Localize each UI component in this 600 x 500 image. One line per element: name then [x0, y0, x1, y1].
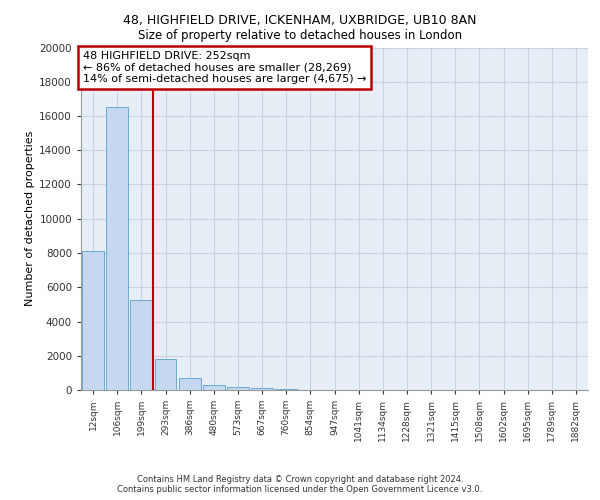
Bar — [275, 389, 297, 390]
Text: 48, HIGHFIELD DRIVE, ICKENHAM, UXBRIDGE, UB10 8AN: 48, HIGHFIELD DRIVE, ICKENHAM, UXBRIDGE,… — [123, 14, 477, 27]
Bar — [227, 388, 249, 390]
Bar — [82, 252, 104, 390]
Bar — [106, 108, 128, 390]
Bar — [155, 359, 176, 390]
Bar — [203, 385, 224, 390]
Text: 48 HIGHFIELD DRIVE: 252sqm
← 86% of detached houses are smaller (28,269)
14% of : 48 HIGHFIELD DRIVE: 252sqm ← 86% of deta… — [83, 51, 367, 84]
Y-axis label: Number of detached properties: Number of detached properties — [25, 131, 35, 306]
Text: Contains public sector information licensed under the Open Government Licence v3: Contains public sector information licen… — [118, 485, 482, 494]
Text: Contains HM Land Registry data © Crown copyright and database right 2024.: Contains HM Land Registry data © Crown c… — [137, 475, 463, 484]
Bar — [179, 378, 200, 390]
Text: Size of property relative to detached houses in London: Size of property relative to detached ho… — [138, 29, 462, 42]
Bar — [130, 300, 152, 390]
Bar — [251, 388, 273, 390]
